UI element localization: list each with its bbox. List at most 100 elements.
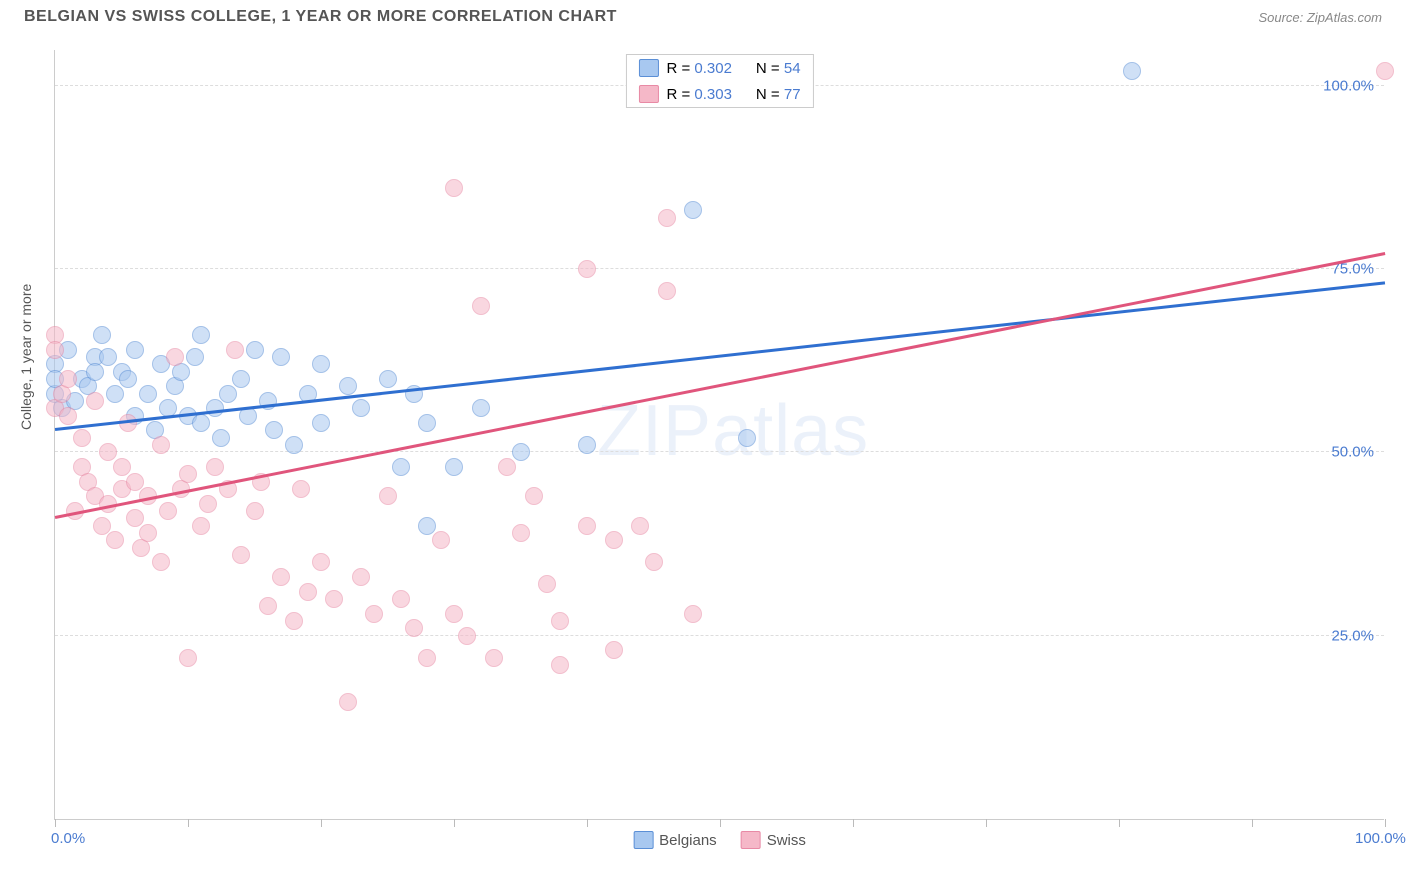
source-label: Source: ZipAtlas.com: [1258, 10, 1382, 25]
data-point: [658, 282, 676, 300]
data-point: [578, 436, 596, 454]
data-point: [538, 575, 556, 593]
data-point: [126, 473, 144, 491]
x-tick: [853, 819, 854, 827]
n-label: N = 77: [756, 86, 801, 103]
data-point: [93, 326, 111, 344]
legend-label: Swiss: [767, 832, 806, 849]
data-point: [199, 495, 217, 513]
trend-line: [55, 252, 1385, 518]
data-point: [99, 443, 117, 461]
data-point: [292, 480, 310, 498]
data-point: [206, 399, 224, 417]
data-point: [299, 583, 317, 601]
data-point: [59, 370, 77, 388]
data-point: [392, 458, 410, 476]
data-point: [418, 649, 436, 667]
data-point: [93, 517, 111, 535]
data-point: [551, 656, 569, 674]
y-tick-label: 50.0%: [1331, 444, 1374, 461]
data-point: [445, 605, 463, 623]
data-point: [46, 341, 64, 359]
legend-swatch: [741, 831, 761, 849]
data-point: [73, 429, 91, 447]
data-point: [59, 407, 77, 425]
gridline: [55, 268, 1384, 269]
data-point: [738, 429, 756, 447]
data-point: [312, 355, 330, 373]
data-point: [472, 297, 490, 315]
data-point: [458, 627, 476, 645]
legend-swatch: [633, 831, 653, 849]
gridline: [55, 635, 1384, 636]
x-tick: [1252, 819, 1253, 827]
data-point: [525, 487, 543, 505]
x-tick: [986, 819, 987, 827]
data-point: [192, 414, 210, 432]
legend-swatch: [638, 85, 658, 103]
legend-item: Belgians: [633, 831, 717, 849]
data-point: [578, 517, 596, 535]
data-point: [246, 502, 264, 520]
data-point: [485, 649, 503, 667]
series-legend: Belgians Swiss: [633, 831, 806, 849]
data-point: [106, 531, 124, 549]
data-point: [472, 399, 490, 417]
data-point: [379, 370, 397, 388]
data-point: [99, 348, 117, 366]
gridline: [55, 451, 1384, 452]
data-point: [352, 399, 370, 417]
r-label: R = 0.303: [666, 86, 731, 103]
data-point: [186, 348, 204, 366]
data-point: [192, 517, 210, 535]
x-tick: [55, 819, 56, 827]
y-axis-label: College, 1 year or more: [18, 284, 34, 430]
data-point: [206, 458, 224, 476]
data-point: [498, 458, 516, 476]
data-point: [631, 517, 649, 535]
data-point: [684, 201, 702, 219]
data-point: [432, 531, 450, 549]
data-point: [226, 341, 244, 359]
data-point: [285, 436, 303, 454]
x-tick: [587, 819, 588, 827]
data-point: [106, 385, 124, 403]
data-point: [605, 531, 623, 549]
data-point: [212, 429, 230, 447]
data-point: [445, 179, 463, 197]
data-point: [265, 421, 283, 439]
data-point: [152, 553, 170, 571]
data-point: [658, 209, 676, 227]
data-point: [339, 377, 357, 395]
data-point: [232, 370, 250, 388]
data-point: [405, 619, 423, 637]
data-point: [512, 443, 530, 461]
x-tick: [720, 819, 721, 827]
data-point: [166, 348, 184, 366]
data-point: [179, 649, 197, 667]
data-point: [86, 363, 104, 381]
data-point: [119, 370, 137, 388]
data-point: [192, 326, 210, 344]
data-point: [312, 553, 330, 571]
data-point: [325, 590, 343, 608]
x-tick-label: 0.0%: [51, 830, 85, 847]
data-point: [272, 568, 290, 586]
data-point: [259, 597, 277, 615]
data-point: [113, 458, 131, 476]
data-point: [578, 260, 596, 278]
scatter-chart: ZIPatlas 25.0%50.0%75.0%100.0%0.0%100.0%…: [54, 50, 1384, 820]
data-point: [365, 605, 383, 623]
r-label: R = 0.302: [666, 60, 731, 77]
x-tick: [1385, 819, 1386, 827]
data-point: [152, 436, 170, 454]
data-point: [352, 568, 370, 586]
legend-label: Belgians: [659, 832, 717, 849]
data-point: [418, 517, 436, 535]
chart-title: BELGIAN VS SWISS COLLEGE, 1 YEAR OR MORE…: [24, 8, 617, 26]
x-tick: [1119, 819, 1120, 827]
legend-swatch: [638, 59, 658, 77]
data-point: [512, 524, 530, 542]
data-point: [312, 414, 330, 432]
data-point: [1123, 62, 1141, 80]
